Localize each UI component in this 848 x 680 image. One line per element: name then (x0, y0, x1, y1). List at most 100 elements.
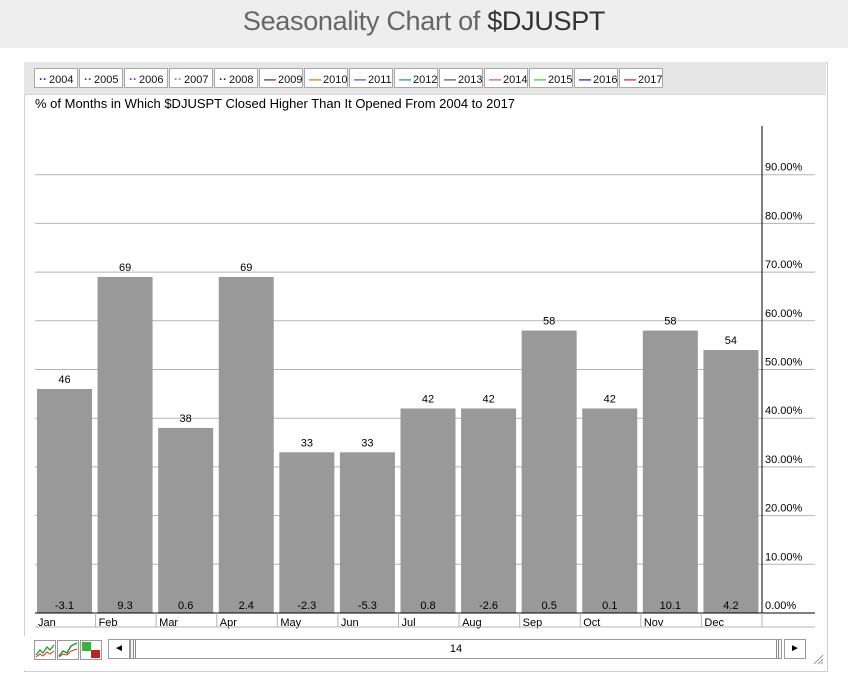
resize-grip-icon[interactable] (812, 652, 824, 665)
y-tick-label: 30.00% (765, 454, 803, 466)
y-tick-label: 40.00% (765, 405, 803, 417)
legend-label: 2008 (229, 74, 254, 86)
legend-label: 2007 (184, 74, 209, 86)
legend-item-2011[interactable]: —2011 (349, 68, 393, 88)
legend-item-2009[interactable]: —2009 (259, 68, 303, 88)
legend-item-2015[interactable]: —2015 (529, 68, 573, 88)
legend-label: 2005 (94, 74, 119, 86)
bar-value-label: 69 (240, 262, 252, 274)
bar-jun (339, 452, 395, 613)
legend-swatch-icon: — (624, 72, 636, 86)
x-tick-label: Jun (341, 617, 359, 629)
avg-change-label: -2.6 (479, 600, 498, 612)
x-tick-label: Apr (220, 617, 237, 629)
legend-swatch-icon: ·· (84, 72, 92, 86)
x-tick-label: Feb (99, 617, 118, 629)
y-tick-label: 20.00% (765, 503, 803, 515)
title-bar (0, 0, 848, 48)
bar-dec (703, 350, 759, 613)
legend-swatch-icon: ·· (174, 72, 182, 86)
bar-aug (461, 408, 517, 613)
y-tick-label: 80.00% (765, 210, 803, 222)
legend-label: 2016 (593, 74, 618, 86)
bar-mar (158, 427, 214, 613)
line-chart-icon[interactable] (34, 640, 56, 660)
bar-value-label: 69 (119, 262, 131, 274)
scroll-right-button[interactable]: ► (784, 639, 806, 659)
avg-change-label: 10.1 (660, 600, 681, 612)
y-tick-label: 0.00% (765, 600, 796, 612)
bar-sep (521, 330, 577, 613)
legend-label: 2010 (323, 74, 348, 86)
y-tick-label: 60.00% (765, 308, 803, 320)
bar-value-label: 46 (58, 374, 70, 386)
avg-change-label: 4.2 (723, 600, 738, 612)
legend-swatch-icon: — (534, 72, 546, 86)
legend-swatch-icon: — (264, 72, 276, 86)
avg-change-label: -2.3 (297, 600, 316, 612)
bar-value-label: 33 (361, 437, 373, 449)
legend-item-2012[interactable]: —2012 (394, 68, 438, 88)
legend-label: 2012 (413, 74, 438, 86)
legend-swatch-icon: — (579, 72, 591, 86)
legend-swatch-icon: — (489, 72, 501, 86)
scroll-thumb[interactable] (133, 640, 779, 658)
legend-label: 2004 (49, 74, 74, 86)
scroll-left-button[interactable]: ◄ (108, 639, 130, 659)
legend-item-2006[interactable]: ·· 2006 (124, 68, 168, 88)
bar-value-label: 33 (301, 437, 313, 449)
bar-value-label: 54 (725, 335, 737, 347)
legend-item-2013[interactable]: —2013 (439, 68, 483, 88)
x-tick-label: Sep (523, 617, 543, 629)
legend-item-2014[interactable]: —2014 (484, 68, 528, 88)
avg-change-label: 0.1 (602, 600, 617, 612)
legend-swatch-icon: ·· (39, 72, 47, 86)
avg-change-label: -5.3 (358, 600, 377, 612)
x-tick-label: Oct (583, 617, 600, 629)
bar-apr (218, 276, 274, 613)
page-title: Seasonality Chart of $DJUSPT (0, 6, 848, 37)
avg-change-label: 0.5 (542, 600, 557, 612)
avg-change-label: -3.1 (55, 600, 74, 612)
page-title-prefix: Seasonality Chart of (242, 6, 488, 36)
y-tick-label: 90.00% (765, 162, 803, 174)
page-title-symbol: $DJUSPT (487, 6, 606, 36)
bar-value-label: 42 (422, 393, 434, 405)
legend-label: 2006 (139, 74, 164, 86)
legend-label: 2011 (368, 74, 392, 86)
legend-item-2004[interactable]: ·· 2004 (34, 68, 78, 88)
y-tick-label: 10.00% (765, 551, 803, 563)
bar-chart-icon[interactable] (80, 640, 102, 660)
bar-value-label: 38 (180, 413, 192, 425)
legend-item-2016[interactable]: —2016 (574, 68, 618, 88)
bar-value-label: 58 (543, 316, 555, 328)
bar-nov (642, 330, 698, 613)
y-tick-label: 70.00% (765, 259, 803, 271)
legend-swatch-icon: ·· (219, 72, 227, 86)
legend-label: 2013 (458, 74, 483, 86)
legend-item-2007[interactable]: ·· 2007 (169, 68, 213, 88)
legend-swatch-icon: — (309, 72, 321, 86)
bar-jul (400, 408, 456, 613)
legend-label: 2009 (278, 74, 303, 86)
x-tick-label: Aug (462, 617, 482, 629)
legend-swatch-icon: — (399, 72, 411, 86)
legend-item-2005[interactable]: ·· 2005 (79, 68, 123, 88)
legend-label: 2014 (503, 74, 528, 86)
legend-label: 2015 (548, 74, 573, 86)
bar-may (279, 452, 335, 613)
legend-swatch-icon: — (444, 72, 456, 86)
legend-item-2008[interactable]: ·· 2008 (214, 68, 258, 88)
legend-item-2010[interactable]: —2010 (304, 68, 348, 88)
area-chart-icon[interactable] (57, 640, 79, 660)
avg-change-label: 0.6 (178, 600, 193, 612)
legend-item-2017[interactable]: —2017 (619, 68, 663, 88)
avg-change-label: 0.8 (420, 600, 435, 612)
chart-title: % of Months in Which $DJUSPT Closed High… (35, 96, 516, 111)
x-tick-label: Dec (704, 617, 724, 629)
bar-jan (37, 388, 92, 613)
bar-oct (582, 408, 638, 613)
bar-value-label: 42 (482, 393, 494, 405)
x-tick-label: Nov (644, 617, 664, 629)
x-tick-label: Jan (38, 617, 56, 629)
